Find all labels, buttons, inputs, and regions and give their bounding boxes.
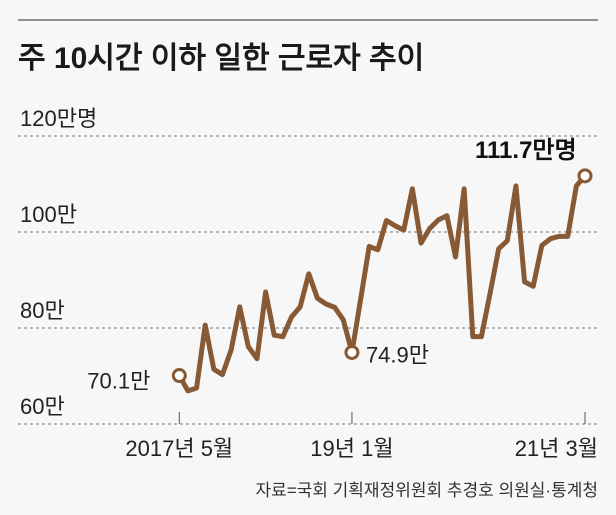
y-tick-label: 100만 <box>20 202 77 227</box>
chart-title: 주 10시간 이하 일한 근로자 추이 <box>18 42 424 75</box>
x-tick-label: 2017년 5월 <box>125 436 233 461</box>
series-line <box>176 173 588 394</box>
annotation-label: 111.7만명 <box>475 137 577 164</box>
annotation-label: 70.1만 <box>87 369 150 394</box>
source-note: 자료=국회 기획재정위원회 추경호 의원실·통계청 <box>255 481 598 500</box>
x-tick-label: 19년 1월 <box>310 436 393 461</box>
y-tick-label: 80만 <box>20 298 65 323</box>
y-tick-label: 120만명 <box>20 106 97 131</box>
annotation-label: 74.9만 <box>366 342 429 367</box>
y-tick-label: 60만 <box>20 394 65 419</box>
annotation-marker <box>577 168 593 184</box>
annotation-marker <box>344 344 360 360</box>
x-tick-label: 21년 3월 <box>515 436 598 461</box>
annotation-marker <box>171 368 187 384</box>
